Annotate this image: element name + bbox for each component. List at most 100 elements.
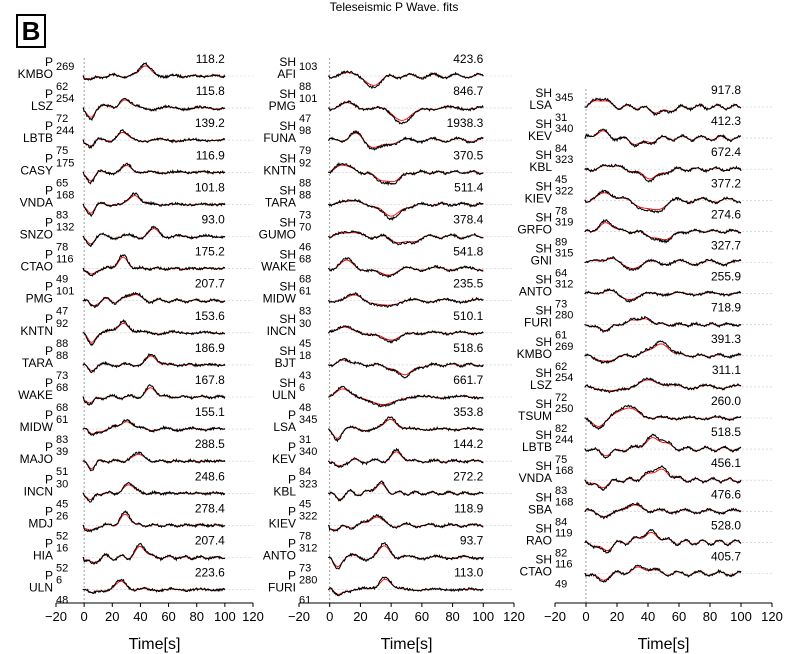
trace-amplitude-label: 377.2	[711, 176, 741, 190]
trace-station-label: FURI	[268, 581, 296, 595]
x-tick-label: 80	[703, 609, 717, 624]
x-tick-label: 40	[641, 609, 655, 624]
trace-phase-label: P	[45, 248, 53, 262]
x-tick-label: 120	[503, 609, 525, 624]
trace-azimuth-label: 39	[56, 446, 68, 458]
trace-phase-label: P	[288, 537, 296, 551]
observed-trace	[584, 433, 742, 459]
trace-distance-label: 73	[56, 370, 68, 382]
observed-trace	[82, 225, 226, 248]
trace-azimuth-label: 6	[299, 382, 305, 394]
x-tick-label: 60	[161, 609, 175, 624]
trace-distance-label: 64	[555, 268, 567, 280]
trace-amplitude-label: 718.9	[711, 301, 741, 315]
trace-amplitude-label: 327.7	[711, 239, 741, 253]
trace-azimuth-label: 269	[555, 341, 573, 353]
trace-phase-label: SH	[279, 376, 296, 390]
trace-station-label: LBTB	[23, 131, 53, 145]
trace-distance-label: 88	[299, 177, 311, 189]
x-tick-label: 120	[761, 609, 783, 624]
trace-phase-label: SH	[535, 428, 552, 442]
trace-azimuth-label: 280	[299, 575, 317, 587]
trace-azimuth-label: 116	[56, 254, 74, 266]
trace-distance-label: 83	[56, 209, 68, 221]
trace-phase-label: SH	[535, 521, 552, 535]
observed-trace	[584, 288, 742, 303]
observed-trace	[82, 254, 225, 277]
trace-phase-label: SH	[535, 117, 552, 131]
trace-amplitude-label: 288.5	[195, 437, 225, 451]
trace-station-label: CASY	[20, 163, 53, 177]
observed-trace	[82, 384, 226, 406]
observed-trace	[328, 357, 484, 379]
trace-station-label: BJT	[275, 356, 297, 370]
trace-station-label: KBL	[529, 160, 552, 174]
observed-trace	[82, 450, 226, 472]
x-tick-label: 100	[730, 609, 752, 624]
trace-station-label: ULN	[29, 581, 53, 595]
trace-azimuth-label: 175	[56, 157, 74, 169]
trace-phase-label: P	[288, 440, 296, 454]
trace-amplitude-label: 93.7	[460, 534, 484, 548]
trace-azimuth-label: 68	[56, 382, 68, 394]
trace-station-label: KMBO	[517, 347, 552, 361]
observed-trace	[82, 542, 226, 565]
observed-trace	[584, 377, 742, 394]
trace-azimuth-label: 345	[299, 414, 317, 426]
trace-azimuth-label: 168	[56, 189, 74, 201]
trace-azimuth-label: 244	[555, 434, 573, 446]
trace-azimuth-label: 254	[56, 93, 74, 105]
trace-amplitude-label: 116.9	[196, 148, 225, 162]
synthetic-trace	[82, 99, 225, 118]
trace-station-label: VNDA	[20, 195, 53, 209]
trace-station-label: WAKE	[18, 388, 53, 402]
synthetic-trace	[328, 578, 484, 595]
trace-amplitude-label: 405.7	[711, 550, 741, 564]
trace-station-label: AFI	[277, 67, 296, 81]
trace-distance-label: 75	[555, 454, 567, 466]
trace-amplitude-label: 456.1	[711, 456, 741, 470]
observed-trace	[82, 61, 226, 81]
trace-station-label: ANTO	[263, 549, 296, 563]
trace-amplitude-label: 274.6	[711, 207, 741, 221]
trace-phase-label: P	[45, 504, 53, 518]
trace-azimuth-label: 61	[56, 414, 68, 426]
trace-distance-label: 89	[555, 236, 567, 248]
trace-station-label: INCN	[24, 484, 53, 498]
trace-station-label: CTAO	[21, 260, 53, 274]
x-tick-label: 100	[472, 609, 494, 624]
trace-distance-label: 83	[299, 306, 311, 318]
trace-phase-label: P	[45, 216, 53, 230]
trace-azimuth-label: 26	[56, 510, 68, 522]
trace-phase-label: SH	[279, 280, 296, 294]
trace-phase-label: SH	[535, 273, 552, 287]
trace-amplitude-label: 661.7	[453, 373, 483, 387]
trace-station-label: LSZ	[530, 378, 552, 392]
trace-phase-label: P	[45, 344, 53, 358]
trace-amplitude-label: 207.7	[195, 277, 225, 291]
trace-distance-label: 88	[299, 81, 311, 93]
trace-distance-label: 78	[299, 530, 311, 542]
trace-amplitude-label: 223.6	[195, 566, 225, 580]
observed-trace	[328, 542, 484, 570]
x-tick-label: −20	[544, 609, 566, 624]
trace-azimuth-label: 101	[56, 286, 74, 298]
trace-azimuth-label: 61	[299, 286, 311, 298]
trace-phase-label: P	[45, 280, 53, 294]
trace-amplitude-label: 1938.3	[447, 116, 484, 130]
trace-phase-label: P	[45, 376, 53, 390]
observed-trace	[328, 447, 484, 469]
trace-amplitude-label: 260.0	[711, 394, 741, 408]
x-axis-label: Time[s]	[129, 636, 181, 653]
trace-azimuth-label: 101	[299, 93, 317, 105]
trace-distance-label: 62	[555, 361, 567, 373]
x-tick-label: −20	[288, 609, 310, 624]
trace-station-label: KEV	[272, 452, 296, 466]
trace-station-label: FURI	[524, 316, 552, 330]
trace-azimuth-label: 254	[555, 372, 573, 384]
trace-phase-label: P	[45, 408, 53, 422]
trace-azimuth-label: 319	[555, 216, 573, 228]
trace-azimuth-label: 312	[555, 279, 573, 291]
observed-trace	[82, 192, 226, 218]
